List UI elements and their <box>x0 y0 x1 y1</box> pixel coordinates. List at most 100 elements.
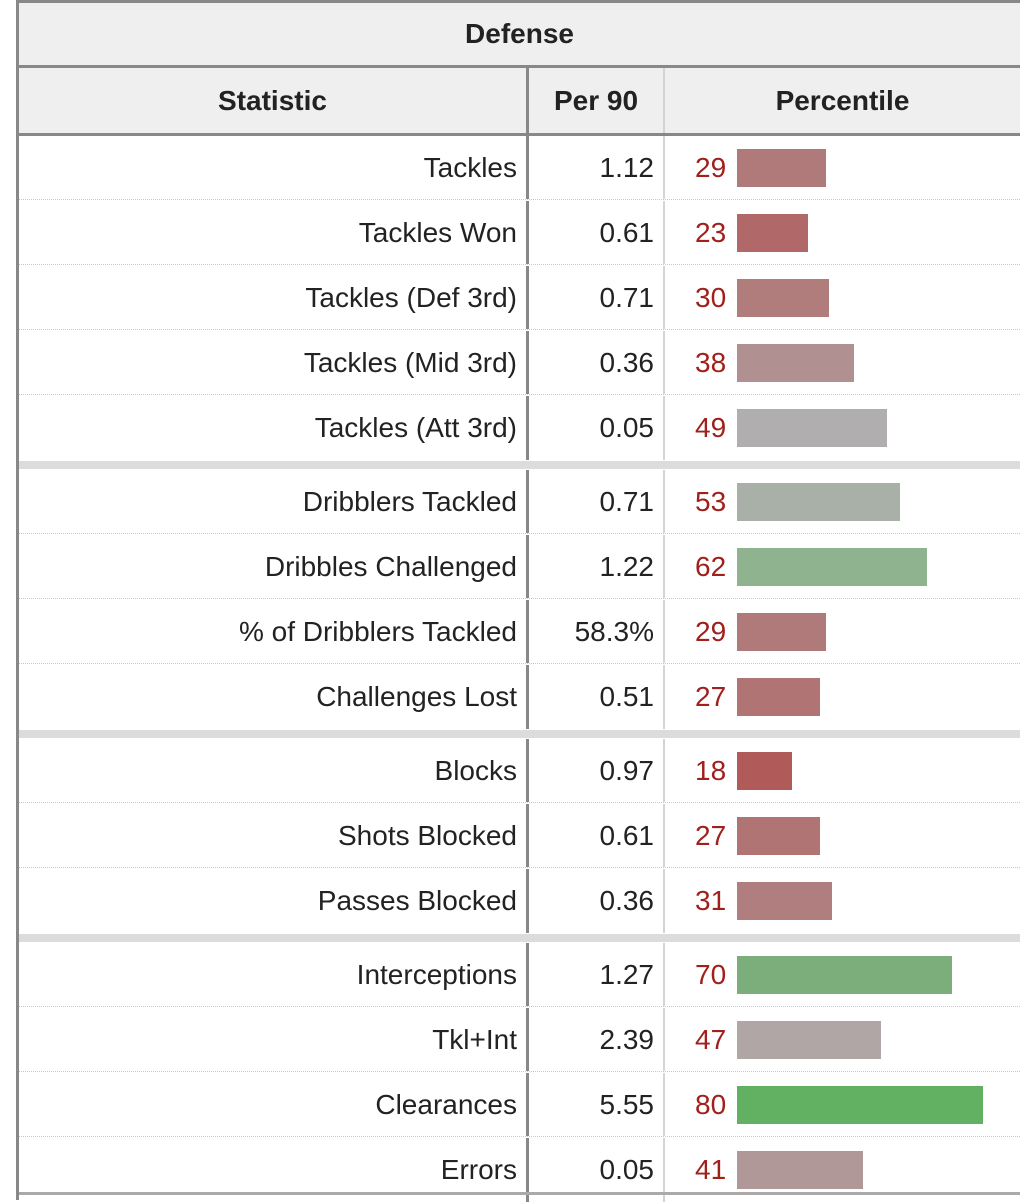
table-row: Shots Blocked 0.61 27 <box>19 804 1020 868</box>
percentile-cell: 49 <box>665 396 1020 460</box>
percentile-cell: 27 <box>665 804 1020 867</box>
per90-cell: 5.55 <box>529 1073 665 1136</box>
table-row: Errors 0.05 41 <box>19 1138 1020 1202</box>
per90-cell: 0.97 <box>529 739 665 802</box>
per90-cell: 1.12 <box>529 136 665 199</box>
percentile-cell: 62 <box>665 535 1020 598</box>
percentile-cell: 29 <box>665 136 1020 199</box>
table-row: Passes Blocked 0.36 31 <box>19 869 1020 933</box>
table-row: Tackles (Mid 3rd) 0.36 38 <box>19 331 1020 395</box>
percentile-bar <box>737 752 792 790</box>
defense-table: Defense Statistic Per 90 Percentile Tack… <box>16 0 1020 1202</box>
per90-cell: 1.27 <box>529 943 665 1006</box>
per90-cell: 0.61 <box>529 201 665 264</box>
header-percentile[interactable]: Percentile <box>775 84 910 116</box>
percentile-value: 80 <box>695 1089 727 1120</box>
percentile-bar <box>737 613 826 651</box>
percentile-bar <box>737 344 854 382</box>
percentile-value: 47 <box>695 1024 727 1055</box>
percentile-value: 30 <box>695 282 727 313</box>
statistic-cell: Clearances <box>19 1073 529 1136</box>
percentile-value: 27 <box>695 820 727 851</box>
per90-cell: 0.05 <box>529 1138 665 1202</box>
statistic-cell: Tackles Won <box>19 201 529 264</box>
percentile-bar <box>737 956 952 994</box>
percentile-cell: 30 <box>665 266 1020 329</box>
per90-cell: 1.22 <box>529 535 665 598</box>
group-separator <box>19 730 1020 738</box>
per90-cell: 0.36 <box>529 331 665 394</box>
table-header-row: Statistic Per 90 Percentile <box>19 68 1020 136</box>
percentile-bar <box>737 1086 983 1124</box>
statistic-cell: Tackles <box>19 136 529 199</box>
percentile-value: 31 <box>695 885 727 916</box>
percentile-bar <box>737 882 832 920</box>
statistic-cell: Dribblers Tackled <box>19 470 529 533</box>
percentile-value: 18 <box>695 755 727 786</box>
statistic-cell: % of Dribblers Tackled <box>19 600 529 663</box>
percentile-cell: 47 <box>665 1008 1020 1071</box>
percentile-cell: 38 <box>665 331 1020 394</box>
percentile-cell: 41 <box>665 1138 1020 1202</box>
statistic-cell: Blocks <box>19 739 529 802</box>
percentile-value: 62 <box>695 551 727 582</box>
percentile-cell: 23 <box>665 201 1020 264</box>
per90-cell: 0.36 <box>529 869 665 933</box>
per90-cell: 2.39 <box>529 1008 665 1071</box>
statistic-cell: Interceptions <box>19 943 529 1006</box>
table-row: Dribbles Challenged 1.22 62 <box>19 535 1020 599</box>
table-title: Defense <box>19 0 1020 68</box>
table-row: Clearances 5.55 80 <box>19 1073 1020 1137</box>
header-statistic[interactable]: Statistic <box>19 68 529 133</box>
percentile-value: 41 <box>695 1154 727 1185</box>
per90-cell: 0.61 <box>529 804 665 867</box>
statistic-cell: Errors <box>19 1138 529 1202</box>
statistic-cell: Passes Blocked <box>19 869 529 933</box>
table-row: Tkl+Int 2.39 47 <box>19 1008 1020 1072</box>
table-row: Blocks 0.97 18 <box>19 739 1020 803</box>
percentile-value: 49 <box>695 412 727 443</box>
per90-cell: 0.05 <box>529 396 665 460</box>
percentile-bar <box>737 1021 881 1059</box>
table-row: % of Dribblers Tackled 58.3% 29 <box>19 600 1020 664</box>
percentile-bar <box>737 678 820 716</box>
per90-cell: 0.71 <box>529 266 665 329</box>
percentile-bar <box>737 1151 863 1189</box>
per90-cell: 0.71 <box>529 470 665 533</box>
percentile-value: 70 <box>695 959 727 990</box>
percentile-bar <box>737 548 927 586</box>
percentile-cell: 31 <box>665 869 1020 933</box>
percentile-cell: 18 <box>665 739 1020 802</box>
statistic-cell: Tkl+Int <box>19 1008 529 1071</box>
percentile-cell: 27 <box>665 665 1020 729</box>
percentile-cell: 53 <box>665 470 1020 533</box>
group-separator <box>19 934 1020 942</box>
statistic-cell: Tackles (Mid 3rd) <box>19 331 529 394</box>
percentile-cell: 80 <box>665 1073 1020 1136</box>
per90-cell: 58.3% <box>529 600 665 663</box>
percentile-value: 23 <box>695 217 727 248</box>
table-row: Tackles (Att 3rd) 0.05 49 <box>19 396 1020 460</box>
table-row: Interceptions 1.27 70 <box>19 943 1020 1007</box>
table-row: Dribblers Tackled 0.71 53 <box>19 470 1020 534</box>
percentile-bar <box>737 817 820 855</box>
table-row: Challenges Lost 0.51 27 <box>19 665 1020 729</box>
table-row: Tackles (Def 3rd) 0.71 30 <box>19 266 1020 330</box>
table-row: Tackles Won 0.61 23 <box>19 201 1020 265</box>
table-bottom-border <box>19 1192 1020 1195</box>
statistic-cell: Tackles (Att 3rd) <box>19 396 529 460</box>
percentile-value: 29 <box>695 152 727 183</box>
percentile-bar <box>737 214 808 252</box>
statistic-cell: Tackles (Def 3rd) <box>19 266 529 329</box>
per90-cell: 0.51 <box>529 665 665 729</box>
percentile-value: 53 <box>695 486 727 517</box>
statistic-cell: Shots Blocked <box>19 804 529 867</box>
percentile-cell: 29 <box>665 600 1020 663</box>
group-separator <box>19 461 1020 469</box>
header-per90[interactable]: Per 90 <box>529 68 665 133</box>
percentile-bar <box>737 483 900 521</box>
statistic-cell: Challenges Lost <box>19 665 529 729</box>
table-row: Tackles 1.12 29 <box>19 136 1020 200</box>
statistic-cell: Dribbles Challenged <box>19 535 529 598</box>
percentile-bar <box>737 149 826 187</box>
